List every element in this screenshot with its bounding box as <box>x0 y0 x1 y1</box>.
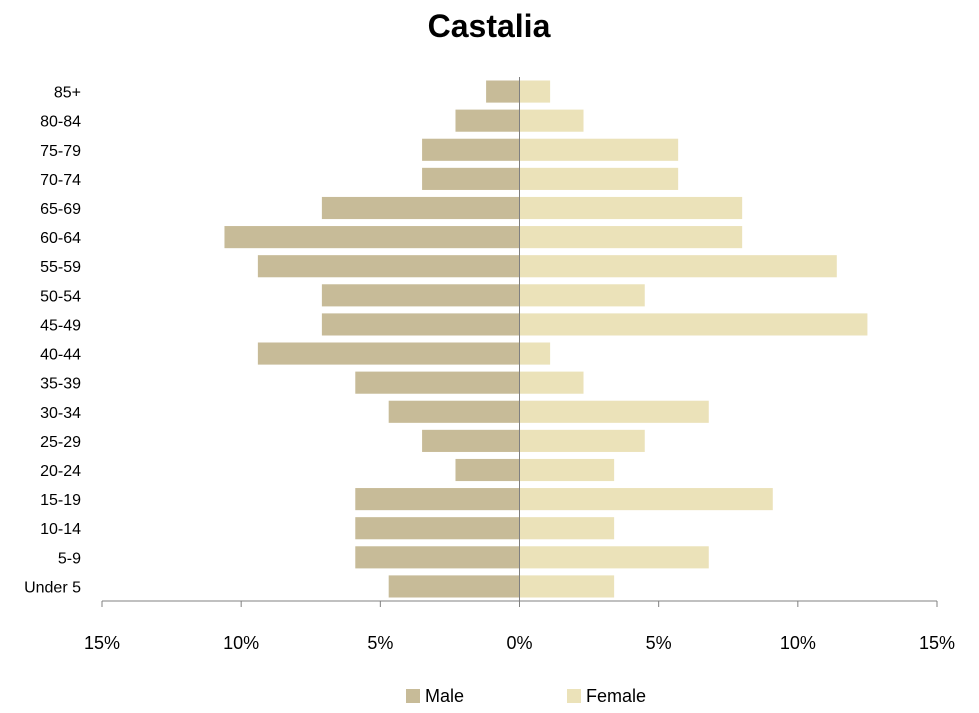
category-label: 10-14 <box>40 521 81 538</box>
bar-male-30-34 <box>388 400 520 423</box>
x-axis: 15% 10% 5% 0% 5% 10% 15% <box>84 77 955 653</box>
legend: Male Female <box>406 686 646 706</box>
bar-female-10-14 <box>519 517 615 540</box>
bar-male-85plus <box>486 80 520 103</box>
bar-female-75-79 <box>519 138 679 161</box>
x-tick-label: 15% <box>84 633 120 653</box>
bar-female-50-54 <box>519 284 645 307</box>
bar-female-60-64 <box>519 226 743 249</box>
bar-female-65-69 <box>519 196 743 220</box>
bar-female-15-19 <box>519 488 773 511</box>
category-label: 15-19 <box>40 492 81 509</box>
category-label: 55-59 <box>40 259 81 276</box>
x-tick-label: 10% <box>780 633 816 653</box>
bars-layer <box>224 80 868 598</box>
bar-female-30-34 <box>519 400 709 423</box>
category-label: 85+ <box>54 85 81 102</box>
bar-male-25-29 <box>422 429 520 452</box>
bar-male-45-49 <box>321 313 520 336</box>
bar-male-35-39 <box>355 371 520 394</box>
category-label: 45-49 <box>40 317 81 334</box>
bar-male-80-84 <box>455 109 520 132</box>
chart-title: Castalia <box>428 8 551 44</box>
bar-male-55-59 <box>257 255 520 278</box>
category-label: 75-79 <box>40 143 81 160</box>
x-tick-label: 15% <box>919 633 955 653</box>
category-label: 5-9 <box>58 550 81 567</box>
bar-female-85plus <box>519 80 551 103</box>
category-label: 65-69 <box>40 201 81 218</box>
bar-female-45-49 <box>519 313 868 336</box>
category-label: 20-24 <box>40 463 81 480</box>
bar-male-5-9 <box>355 546 520 569</box>
bar-male-65-69 <box>321 196 520 220</box>
legend-label-male: Male <box>425 686 464 706</box>
legend-label-female: Female <box>586 686 646 706</box>
category-label: 70-74 <box>40 172 81 189</box>
bar-male-20-24 <box>455 458 520 482</box>
bar-male-70-74 <box>422 167 520 190</box>
bar-female-80-84 <box>519 109 584 132</box>
category-labels: Under 5 5-9 10-14 15-19 20-24 25-29 30-34 35-39… <box>24 85 81 597</box>
category-label: 80-84 <box>40 114 81 131</box>
x-tick-label: 0% <box>506 633 532 653</box>
bar-male-40-44 <box>257 342 520 365</box>
legend-swatch-male <box>406 689 420 703</box>
category-label: 30-34 <box>40 405 81 422</box>
bar-female-5-9 <box>519 546 709 569</box>
bar-female-70-74 <box>519 167 679 190</box>
x-tick-label: 5% <box>646 633 672 653</box>
bar-male-60-64 <box>224 226 520 249</box>
bar-male-10-14 <box>355 517 520 540</box>
bar-male-75-79 <box>422 138 520 161</box>
bar-female-20-24 <box>519 458 615 482</box>
legend-swatch-female <box>567 689 581 703</box>
bar-male-under-5 <box>388 575 520 598</box>
bar-male-50-54 <box>321 284 520 307</box>
bar-female-40-44 <box>519 342 551 365</box>
category-label: 35-39 <box>40 376 81 393</box>
bar-female-35-39 <box>519 371 584 394</box>
category-label: 50-54 <box>40 288 81 305</box>
bar-female-under-5 <box>519 575 615 598</box>
x-tick-label: 5% <box>367 633 393 653</box>
bar-female-25-29 <box>519 429 645 452</box>
bar-male-15-19 <box>355 488 520 511</box>
category-label: 60-64 <box>40 230 81 247</box>
category-label: 25-29 <box>40 434 81 451</box>
category-label: Under 5 <box>24 579 81 596</box>
category-label: 40-44 <box>40 347 81 364</box>
x-tick-label: 10% <box>223 633 259 653</box>
bar-female-55-59 <box>519 255 837 278</box>
